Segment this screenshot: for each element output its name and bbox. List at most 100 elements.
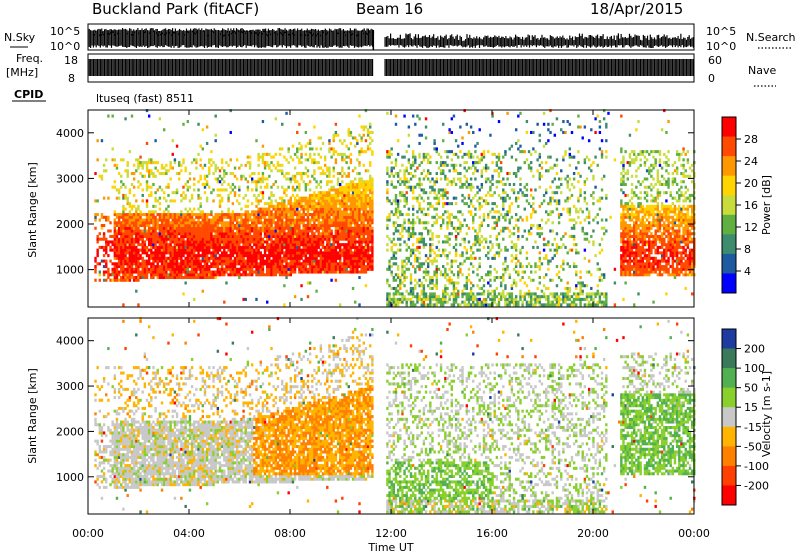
power-cell [283,240,286,244]
power-cell [216,245,220,249]
power-cell [257,172,260,176]
power-cell [349,196,353,200]
power-cell [218,169,222,173]
power-cell [328,172,331,176]
power-cell [227,259,230,263]
power-cell [360,259,363,263]
nsearch-mark [137,32,140,35]
power-cell [304,248,308,252]
power-cell [175,221,179,225]
power-cell [358,229,361,233]
power-cell [214,224,217,228]
power-cell [308,180,312,184]
power-cell [242,196,245,200]
power-cell [304,245,308,249]
power-cell [289,245,293,249]
power-cell [178,221,181,225]
power-cell [186,237,190,241]
power-cell [278,254,282,258]
power-cell [369,174,372,178]
power-cell [205,196,209,200]
power-cell [115,270,119,274]
power-cell [349,130,353,135]
power-cell [302,213,305,217]
power-cell [141,229,144,233]
power-cell [349,161,353,165]
power-cell [147,169,151,173]
power-cell [180,215,183,219]
power-cell [255,262,258,266]
power-cell [162,215,166,219]
power-cell [175,240,179,244]
power-cell [147,262,151,266]
power-cell [300,270,303,274]
power-cell [124,207,127,211]
power-cell [257,180,260,184]
power-cell [366,130,370,135]
date-title: 18/Apr/2015 [590,0,683,18]
power-cell [401,300,404,304]
power-cell [272,240,275,244]
power-cell [287,177,290,181]
power-cell [250,270,254,274]
power-cell [261,144,265,148]
power-cell [345,204,348,208]
power-cell [315,224,318,228]
power-cell [281,240,284,244]
power-cell [156,237,159,241]
power-cell [399,232,402,236]
power-cell [341,210,344,214]
power-cell [336,215,340,219]
power-cell [165,215,168,219]
power-cell [248,243,252,247]
power-cell [233,193,237,197]
power-cell [218,229,222,233]
power-cell [238,213,241,217]
power-cell [167,275,170,280]
power-cell [109,240,112,244]
power-cell [235,240,239,244]
power-cell [115,248,119,252]
power-cell [319,147,323,151]
power-cell [261,245,265,249]
power-cell [190,196,194,200]
power-cell [220,215,224,219]
power-cell [203,191,207,195]
power-cell [306,226,310,230]
power-cell [216,234,220,238]
power-cell [135,270,138,274]
power-cell [270,248,273,252]
power-cell [160,270,164,274]
nsearch-mark [94,31,97,33]
power-cell [139,218,142,222]
power-cell [317,267,320,271]
power-cell [180,262,183,266]
power-cell [338,303,342,307]
power-cell [227,193,230,197]
power-cell [156,234,159,238]
power-cell [150,215,153,219]
power-cell [96,251,99,255]
power-cell [122,251,125,255]
power-cell [356,141,359,145]
power-cell [321,237,325,241]
power-cell [386,169,389,173]
power-cell [281,248,284,252]
power-cell [240,221,243,225]
power-cell [94,278,97,282]
power-cell [401,259,404,263]
nsearch-mark [223,34,226,37]
power-cell [343,215,346,219]
power-cell [190,218,194,222]
power-cell [392,295,396,299]
power-cell [188,229,192,233]
power-cell [124,117,127,121]
power-cell [364,254,368,258]
power-cell [242,221,245,225]
power-cell [188,199,192,203]
power-cell [315,270,318,274]
power-cell [227,265,230,269]
power-cell [296,262,299,266]
power-cell [268,166,271,170]
power-cell [291,254,295,258]
